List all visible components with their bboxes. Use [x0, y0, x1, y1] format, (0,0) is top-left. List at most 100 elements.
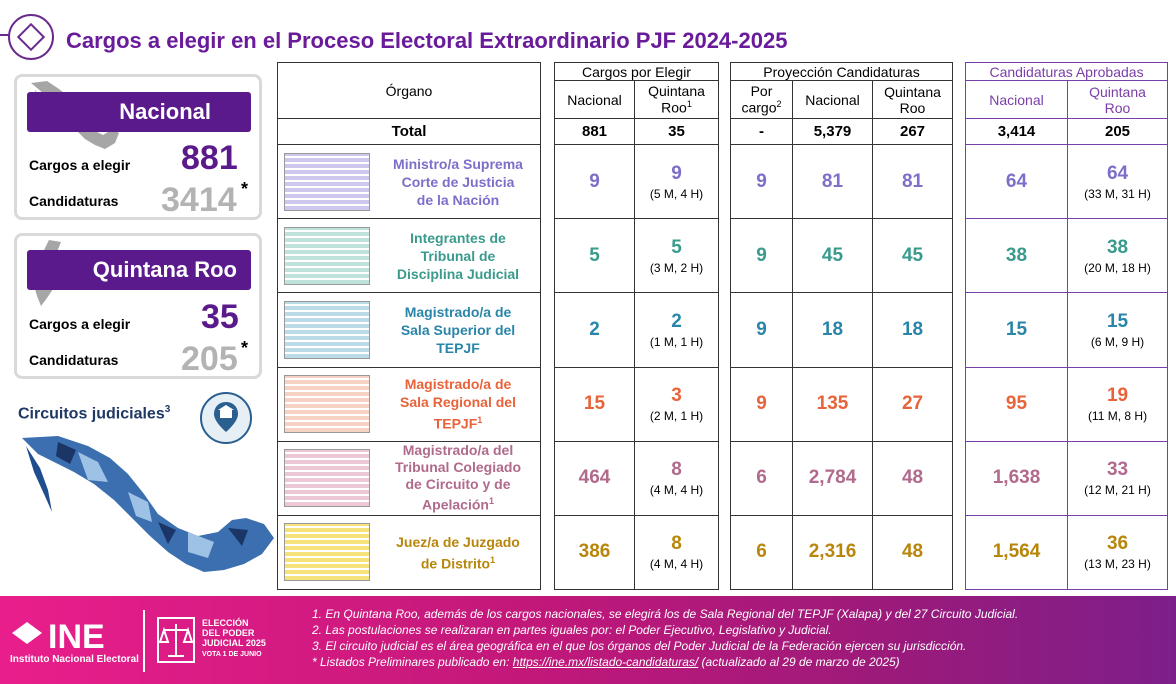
- footnote-3: 3. El circuito judicial es el área geogr…: [312, 639, 967, 653]
- col-quintana-roo: Quintana Roo: [1066, 80, 1169, 120]
- cargos-qroo: 2 (1 M, 1 H): [634, 292, 719, 368]
- cargos-qroo: 9 (5 M, 4 H): [634, 144, 719, 220]
- cargos-qroo: 5 (3 M, 2 H): [634, 218, 719, 294]
- organo-name: Magistrado/a de Sala Superior del TEPJF: [400, 303, 516, 356]
- aprob-nac: 1,638: [965, 440, 1068, 516]
- total-aprob-nac: 3,414: [965, 118, 1068, 146]
- aprob-qroo: 33 (12 M, 21 H): [1066, 440, 1169, 516]
- aprob-nac: 64: [965, 144, 1068, 220]
- organo-table: Órgano Total Ministro/a Suprema Corte de …: [277, 61, 541, 591]
- footnote-1: 1. En Quintana Roo, además de los cargos…: [312, 607, 1019, 621]
- proy-qroo: 27: [871, 366, 954, 442]
- aprob-qroo: 36 (13 M, 23 H): [1066, 514, 1169, 591]
- qroo-cand-label: Candidaturas: [29, 352, 119, 368]
- cargos-nac: 9: [554, 144, 635, 220]
- col-quintana-roo: Quintana Roo1: [634, 80, 719, 120]
- proy-nac: 2,316: [792, 514, 873, 591]
- ballot-thumbnail-icon: [284, 449, 370, 508]
- logo-dot: [0, 34, 10, 36]
- footer-bar: [0, 596, 1176, 684]
- proyeccion-table: Proyección Candidaturas Por cargo2 Naciona…: [729, 61, 954, 591]
- eleccion-text: ELECCIÓN DEL PODER JUDICIAL 2025 VOTA 1 DE …: [202, 618, 266, 658]
- aprob-qroo: 38 (20 M, 18 H): [1066, 218, 1169, 294]
- organo-row: Ministro/a Suprema Corte de Justicia de la…: [277, 144, 541, 220]
- col-nacional: Nacional: [554, 80, 635, 120]
- aprob-qroo: 64 (33 M, 31 H): [1066, 144, 1169, 220]
- organo-name: Ministro/a Suprema Corte de Justicia de la…: [393, 155, 523, 208]
- cargos-qroo: 3 (2 M, 1 H): [634, 366, 719, 442]
- nacional-cargos-label: Cargos a elegir: [29, 157, 131, 173]
- cargos-table: Cargos por Elegir Nacional Quintana Roo1 8…: [554, 61, 719, 591]
- qroo-cargos-value: 35: [201, 298, 239, 336]
- proy-nac: 81: [792, 144, 873, 220]
- qroo-cand-value: 205: [181, 340, 238, 378]
- ine-logo: INE: [48, 618, 105, 656]
- logo-diamond-icon: [8, 14, 54, 60]
- eleccion-logo: ELECCIÓN DEL PODER JUDICIAL 2025 VOTA 1 DE …: [152, 612, 272, 670]
- proy-porcargo: 6: [730, 514, 793, 591]
- cargos-nac: 464: [554, 440, 635, 516]
- aprobadas-table: Candidaturas Aprobadas Nacional Quintana R…: [964, 61, 1169, 591]
- proy-porcargo: 9: [730, 144, 793, 220]
- aprob-nac: 95: [965, 366, 1068, 442]
- aprob-qroo: 15 (6 M, 9 H): [1066, 292, 1169, 368]
- col-nacional: Nacional: [792, 80, 873, 120]
- total-cargos-nac: 881: [554, 118, 635, 146]
- page-title: Cargos a elegir en el Proceso Electoral …: [66, 28, 788, 53]
- total-proy-porcargo: -: [730, 118, 793, 146]
- cargos-nac: 15: [554, 366, 635, 442]
- proy-nac: 45: [792, 218, 873, 294]
- listado-link[interactable]: https://ine.mx/listado-candidaturas/: [512, 655, 699, 669]
- nacional-banner: Nacional: [27, 92, 251, 132]
- proy-nac: 135: [792, 366, 873, 442]
- organo-name: Magistrado/a del Tribunal Colegiado de Cir…: [394, 442, 521, 514]
- cargos-header: Cargos por Elegir: [554, 61, 719, 82]
- organo-name: Juez/a de Juzgado de Distrito1: [396, 533, 520, 572]
- circuitos-title: Circuitos judiciales3: [18, 404, 171, 423]
- aprob-nac: 1,564: [965, 514, 1068, 591]
- proy-qroo: 81: [871, 144, 954, 220]
- col-nacional: Nacional: [965, 80, 1068, 120]
- proy-porcargo: 9: [730, 292, 793, 368]
- organo-row: Magistrado/a de Sala Regional del TEPJF1: [277, 366, 541, 442]
- proy-nac: 2,784: [792, 440, 873, 516]
- footnote-4: * Listados Preliminares publicado en: ht…: [312, 655, 900, 669]
- organo-row: Integrantes de Tribunal de Disciplina Judi…: [277, 218, 541, 294]
- organo-header: Órgano: [277, 61, 541, 120]
- ine-diamond-icon: [12, 622, 42, 644]
- ballot-thumbnail-icon: [284, 226, 370, 285]
- aprob-nac: 38: [965, 218, 1068, 294]
- total-label: Total: [277, 118, 541, 146]
- proy-qroo: 45: [871, 218, 954, 294]
- ballot-thumbnail-icon: [284, 523, 370, 582]
- courthouse-pin-icon: [200, 392, 252, 444]
- qroo-asterisk: *: [241, 338, 249, 358]
- col-quintana-roo: Quintana Roo: [871, 80, 954, 120]
- organo-name: Integrantes de Tribunal de Disciplina Judi…: [396, 229, 520, 282]
- nacional-cargos-value: 881: [181, 139, 238, 177]
- ballot-thumbnail-icon: [284, 375, 370, 434]
- col-por-cargo: Por cargo2: [730, 80, 793, 120]
- nacional-card: Nacional Cargos a elegir 881 Candidatura…: [14, 74, 262, 220]
- footnote-2: 2. Las postulaciones se realizaran en pa…: [312, 623, 832, 637]
- proy-porcargo: 9: [730, 218, 793, 294]
- proy-qroo: 18: [871, 292, 954, 368]
- cargos-qroo: 8 (4 M, 4 H): [634, 514, 719, 591]
- proy-qroo: 48: [871, 514, 954, 591]
- total-aprob-qroo: 205: [1066, 118, 1169, 146]
- quintana-roo-banner: Quintana Roo: [27, 250, 251, 290]
- proy-porcargo: 9: [730, 366, 793, 442]
- total-proy-nac: 5,379: [792, 118, 873, 146]
- organo-row: Magistrado/a del Tribunal Colegiado de Cir…: [277, 440, 541, 516]
- proy-qroo: 48: [871, 440, 954, 516]
- organo-name: Magistrado/a de Sala Regional del TEPJF1: [400, 376, 516, 432]
- scales-icon: [157, 617, 195, 663]
- ballot-thumbnail-icon: [284, 152, 370, 211]
- organo-row: Magistrado/a de Sala Superior del TEPJF: [277, 292, 541, 368]
- aprobadas-header: Candidaturas Aprobadas: [964, 61, 1169, 82]
- footnotes: 1. En Quintana Roo, además de los cargos…: [312, 606, 1018, 670]
- ine-subtitle: Instituto Nacional Electoral: [10, 654, 139, 665]
- nacional-asterisk: *: [241, 179, 249, 199]
- quintana-roo-card: Quintana Roo Cargos a elegir 35 Candidat…: [14, 233, 262, 379]
- ballot-thumbnail-icon: [284, 300, 370, 359]
